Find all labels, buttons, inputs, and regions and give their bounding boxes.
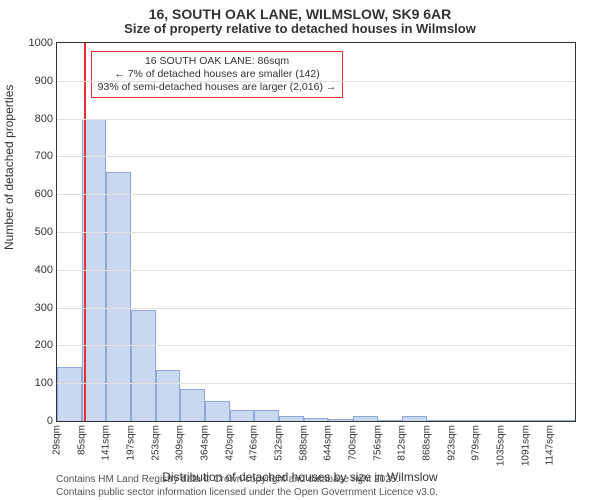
x-tick-label: 141sqm — [101, 425, 112, 461]
x-tick-label: 420sqm — [224, 425, 235, 461]
histogram-bar — [205, 401, 230, 421]
histogram-bar — [452, 420, 477, 422]
histogram-bar — [304, 418, 329, 421]
y-tick-label: 400 — [35, 264, 53, 276]
histogram-bar — [550, 420, 575, 421]
y-gridline — [57, 119, 575, 120]
x-tick-label: 309sqm — [175, 425, 186, 461]
histogram-bar — [328, 419, 353, 421]
x-tick-label: 476sqm — [249, 425, 260, 461]
histogram-bar — [501, 420, 526, 421]
attribution-footer: Contains HM Land Registry data © Crown c… — [56, 474, 438, 499]
x-tick-label: 85sqm — [76, 425, 87, 455]
y-tick-label: 800 — [35, 113, 53, 125]
histogram-bar — [427, 420, 452, 422]
histogram-bar — [156, 370, 181, 421]
annotation-line-3: 93% of semi-detached houses are larger (… — [98, 81, 337, 94]
x-tick-label: 756sqm — [372, 425, 383, 461]
x-tick-label: 979sqm — [471, 425, 482, 461]
y-gridline — [57, 308, 575, 309]
y-gridline — [57, 156, 575, 157]
y-gridline — [57, 270, 575, 271]
y-gridline — [57, 194, 575, 195]
histogram-bar — [378, 420, 403, 422]
x-tick-label: 197sqm — [126, 425, 137, 461]
annotation-line-1: 16 SOUTH OAK LANE: 86sqm — [98, 55, 337, 68]
x-tick-label: 1035sqm — [496, 425, 507, 466]
subject-annotation-box: 16 SOUTH OAK LANE: 86sqm ← 7% of detache… — [91, 51, 344, 98]
histogram-bar — [353, 416, 378, 421]
x-tick-label: 644sqm — [323, 425, 334, 461]
x-tick-label: 253sqm — [150, 425, 161, 461]
y-gridline — [57, 81, 575, 82]
x-tick-label: 588sqm — [298, 425, 309, 461]
x-tick-label: 1147sqm — [545, 425, 556, 465]
y-tick-label: 900 — [35, 75, 53, 87]
x-tick-label: 700sqm — [348, 425, 359, 461]
histogram-bar — [254, 410, 279, 421]
histogram-bar — [180, 389, 205, 421]
histogram-bar — [131, 310, 156, 422]
x-tick-label: 923sqm — [446, 425, 457, 461]
y-gridline — [57, 383, 575, 384]
y-axis-title: Number of detached properties — [2, 85, 16, 250]
y-tick-label: 600 — [35, 188, 53, 200]
y-tick-label: 100 — [35, 377, 53, 389]
histogram-bar — [476, 420, 501, 421]
annotation-line-2: ← 7% of detached houses are smaller (142… — [98, 68, 337, 81]
y-gridline — [57, 345, 575, 346]
x-tick-label: 532sqm — [274, 425, 285, 461]
y-gridline — [57, 232, 575, 233]
histogram-bar — [57, 367, 82, 421]
y-tick-label: 200 — [35, 339, 53, 351]
page-subtitle: Size of property relative to detached ho… — [0, 22, 600, 37]
footer-line-2: Contains public sector information licen… — [56, 487, 438, 500]
x-tick-label: 1091sqm — [520, 425, 531, 466]
y-tick-label: 500 — [35, 226, 53, 238]
histogram-bar — [279, 416, 304, 421]
histogram-bar — [526, 420, 551, 422]
x-tick-label: 868sqm — [422, 425, 433, 461]
y-tick-label: 700 — [35, 150, 53, 162]
histogram-plot: 16 SOUTH OAK LANE: 86sqm ← 7% of detache… — [56, 42, 576, 422]
y-tick-label: 1000 — [29, 37, 53, 49]
x-tick-label: 812sqm — [397, 425, 408, 461]
histogram-bar — [230, 410, 255, 421]
page-title: 16, SOUTH OAK LANE, WILMSLOW, SK9 6AR — [0, 0, 600, 22]
x-tick-label: 29sqm — [52, 425, 63, 455]
footer-line-1: Contains HM Land Registry data © Crown c… — [56, 474, 438, 487]
y-tick-label: 300 — [35, 302, 53, 314]
histogram-bar — [402, 416, 427, 421]
x-tick-label: 364sqm — [200, 425, 211, 461]
